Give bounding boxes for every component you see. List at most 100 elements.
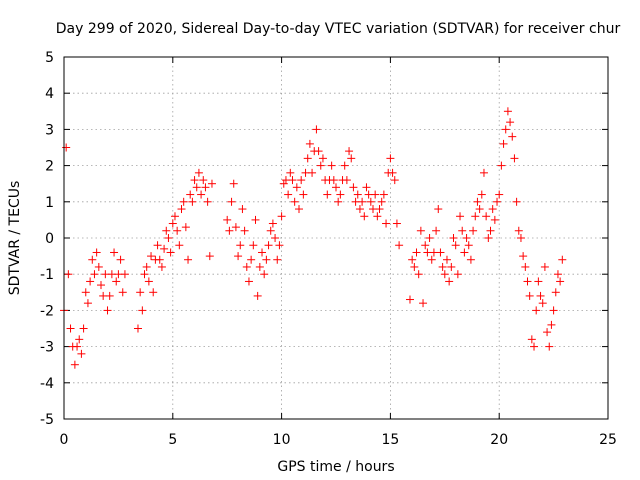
data-point [229, 179, 238, 188]
data-point [540, 262, 549, 271]
y-tick-label: -4 [40, 376, 54, 392]
data-point [514, 226, 523, 235]
data-point [329, 176, 338, 185]
data-point [510, 154, 519, 163]
data-point [194, 168, 203, 177]
data-point [547, 320, 556, 329]
data-point [81, 288, 90, 297]
x-axis-label: GPS time / hours [277, 459, 394, 475]
data-point [425, 234, 434, 242]
data-point [332, 183, 340, 192]
data-point [192, 183, 201, 192]
data-point [484, 234, 493, 242]
data-point [432, 226, 441, 235]
data-point [479, 168, 488, 177]
data-point [251, 215, 260, 224]
data-point [353, 190, 362, 199]
data-point [207, 179, 216, 188]
data-point [445, 277, 454, 286]
data-point [408, 255, 417, 264]
data-point [86, 277, 95, 286]
data-point [62, 143, 71, 152]
data-point [508, 132, 517, 141]
data-point [297, 176, 306, 185]
data-point [260, 270, 269, 279]
x-tick-label: 10 [273, 432, 291, 448]
data-point [549, 306, 558, 315]
data-point [83, 299, 92, 308]
data-point [105, 291, 114, 300]
x-tick-label: 20 [490, 432, 508, 448]
data-point [286, 168, 295, 177]
data-point [110, 248, 119, 257]
data-point [112, 277, 121, 286]
data-point [519, 252, 528, 261]
data-point [268, 219, 277, 228]
tick-label-layer: 0 5 10 15 20 25 -5 -4 -3 -2 -1 0 1 2 3 4 5 [40, 50, 617, 448]
data-point [345, 147, 354, 156]
data-point [512, 197, 521, 206]
data-point [75, 335, 84, 344]
data-point [234, 252, 243, 261]
data-point [388, 168, 397, 177]
data-point [440, 270, 449, 279]
y-tick-label: 4 [45, 86, 54, 102]
data-point [231, 223, 240, 232]
data-point [253, 291, 262, 300]
y-axis-label: SDTVAR / TECUs [7, 181, 23, 296]
data-point [386, 154, 395, 163]
data-point [405, 295, 414, 304]
data-point [366, 197, 375, 206]
data-point [342, 176, 351, 185]
data-point [90, 270, 99, 279]
data-point [136, 288, 145, 297]
data-point [558, 255, 567, 264]
data-point [473, 197, 482, 206]
data-point [347, 154, 356, 163]
data-point [262, 255, 271, 264]
data-point [305, 139, 314, 148]
data-point [140, 270, 149, 279]
data-point [414, 270, 423, 279]
data-point [477, 190, 486, 199]
data-point [318, 154, 327, 163]
y-tick-label: 3 [45, 122, 54, 138]
data-point [118, 288, 127, 297]
data-point [103, 306, 112, 315]
data-point [377, 197, 386, 206]
data-point [290, 197, 299, 206]
data-point [175, 241, 184, 250]
data-point [553, 270, 562, 279]
data-point [181, 223, 190, 232]
x-tick-label: 5 [168, 432, 177, 448]
data-point [521, 262, 530, 271]
data-point [264, 241, 273, 250]
data-point [225, 226, 234, 235]
data-point [147, 252, 156, 261]
data-point [362, 183, 371, 192]
data-point [340, 161, 349, 170]
data-point [373, 212, 382, 221]
data-point [501, 125, 510, 134]
data-point [525, 291, 534, 300]
data-point [447, 262, 456, 271]
data-point [170, 212, 179, 221]
data-point [133, 324, 142, 333]
data-point [164, 234, 173, 242]
data-point [527, 335, 536, 344]
data-point [284, 190, 293, 199]
data-point [142, 262, 151, 271]
data-point [371, 190, 380, 199]
data-point [255, 262, 264, 271]
data-point [177, 205, 186, 214]
y-tick-label: -5 [40, 412, 54, 428]
data-point [349, 183, 358, 192]
data-point [242, 262, 251, 271]
data-point [392, 219, 401, 228]
data-point [236, 241, 245, 250]
x-tick-label: 0 [60, 432, 69, 448]
data-point [390, 176, 399, 185]
data-point [292, 183, 301, 192]
data-point [160, 244, 169, 253]
data-point [186, 190, 195, 199]
